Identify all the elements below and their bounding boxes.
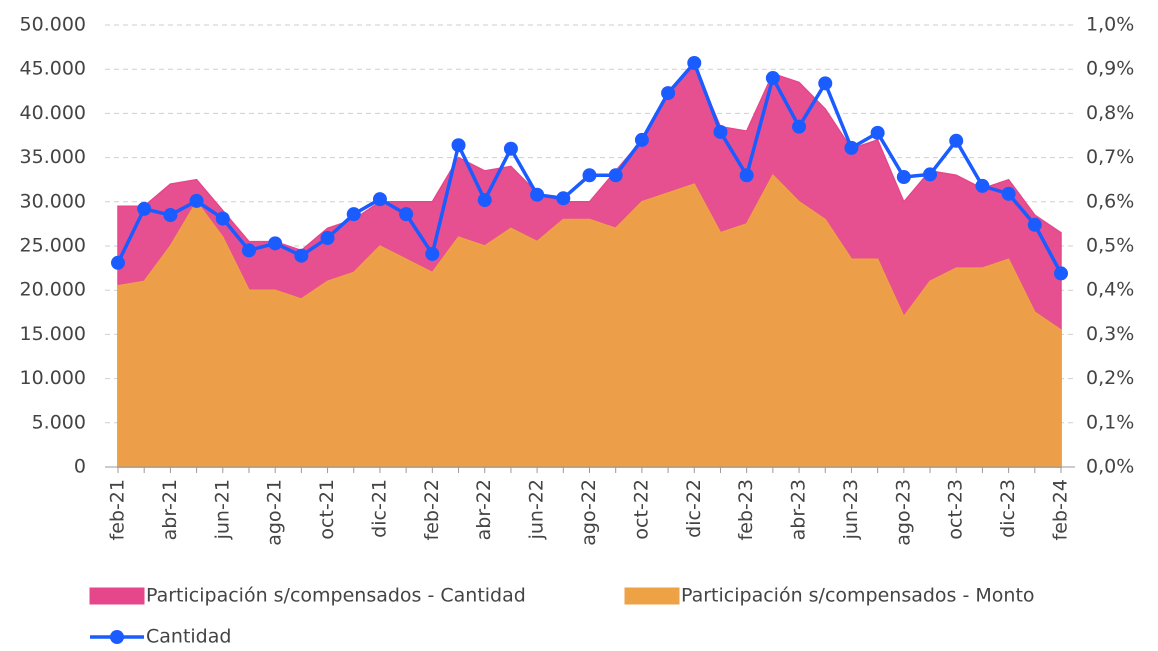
legend-swatch xyxy=(110,630,124,644)
x-tick-label: feb-23 xyxy=(735,479,757,540)
marker xyxy=(713,124,728,139)
marker xyxy=(477,193,492,208)
marker xyxy=(320,231,335,246)
x-tick-label: dic-21 xyxy=(368,479,390,538)
y-tick-label: 25.000 xyxy=(20,235,86,257)
marker xyxy=(1027,217,1042,232)
marker xyxy=(111,255,125,270)
x-tick-label: feb-24 xyxy=(1050,479,1072,540)
marker xyxy=(661,86,676,101)
x-tick-label: dic-23 xyxy=(997,479,1019,538)
marker xyxy=(582,168,597,183)
marker xyxy=(739,168,754,183)
marker xyxy=(870,125,885,140)
area xyxy=(117,174,1062,468)
marker xyxy=(896,170,911,185)
legend-swatch xyxy=(624,587,680,605)
marker xyxy=(765,71,780,86)
x-tick-label: ago-23 xyxy=(892,479,914,546)
y2-tick-label: 0,5% xyxy=(1086,235,1134,257)
y2-tick-label: 1,0% xyxy=(1086,14,1134,36)
marker xyxy=(372,192,387,207)
marker xyxy=(399,207,414,222)
y-tick-label: 35.000 xyxy=(20,146,86,168)
marker xyxy=(608,168,623,183)
y-tick-label: 10.000 xyxy=(20,367,86,389)
marker xyxy=(923,167,938,182)
x-tick-label: oct-23 xyxy=(945,479,967,540)
marker xyxy=(818,76,833,91)
x-tick-label: jun-22 xyxy=(526,479,548,540)
marker xyxy=(556,191,571,206)
x-tick-label: feb-21 xyxy=(107,479,129,540)
y-tick-label: 15.000 xyxy=(20,323,86,345)
x-tick-label: abr-23 xyxy=(788,479,810,540)
marker xyxy=(949,133,964,148)
x-tick-label: ago-21 xyxy=(264,479,286,546)
marker xyxy=(975,178,990,193)
legend-label: Participación s/compensados - Monto xyxy=(681,585,1035,607)
y2-tick-label: 0,7% xyxy=(1086,146,1134,168)
marker xyxy=(346,207,361,222)
marker xyxy=(1001,186,1016,201)
y2-tick-label: 0,1% xyxy=(1086,411,1134,433)
marker xyxy=(294,248,309,263)
marker xyxy=(503,141,518,156)
y2-tick-label: 0,6% xyxy=(1086,190,1134,212)
y2-tick-label: 0,2% xyxy=(1086,367,1134,389)
y-tick-label: 5.000 xyxy=(32,411,86,433)
marker xyxy=(687,56,702,71)
x-tick-label: ago-22 xyxy=(578,479,600,546)
marker xyxy=(451,138,466,153)
x-tick-label: jun-23 xyxy=(840,479,862,540)
y2-tick-label: 0,9% xyxy=(1086,58,1134,80)
y-tick-label: 20.000 xyxy=(20,279,86,301)
y-tick-label: 40.000 xyxy=(20,102,86,124)
marker xyxy=(1054,266,1068,281)
y-tick-label: 50.000 xyxy=(20,14,86,36)
y-tick-label: 45.000 xyxy=(20,58,86,80)
legend-swatch xyxy=(89,587,145,605)
y2-tick-label: 0,4% xyxy=(1086,279,1134,301)
y2-tick-label: 0,8% xyxy=(1086,102,1134,124)
marker xyxy=(189,193,204,208)
marker xyxy=(425,246,440,261)
marker xyxy=(634,132,649,147)
x-tick-label: oct-21 xyxy=(316,479,338,540)
legend-label: Participación s/compensados - Cantidad xyxy=(146,585,526,607)
marker xyxy=(137,201,152,216)
y2-tick-label: 0,0% xyxy=(1086,456,1134,478)
y2-tick-label: 0,3% xyxy=(1086,323,1134,345)
marker xyxy=(844,140,859,155)
x-tick-label: dic-22 xyxy=(683,479,705,538)
marker xyxy=(241,243,256,258)
marker xyxy=(268,236,283,251)
x-tick-label: feb-22 xyxy=(421,479,443,540)
y-tick-label: 30.000 xyxy=(20,190,86,212)
marker xyxy=(792,119,807,134)
legend-label: Cantidad xyxy=(146,626,231,648)
x-tick-label: abr-21 xyxy=(159,479,181,540)
x-tick-label: jun-21 xyxy=(211,479,233,540)
marker xyxy=(530,187,545,202)
x-tick-label: oct-22 xyxy=(630,479,652,540)
y-tick-label: 0 xyxy=(74,456,86,478)
marker xyxy=(163,208,178,223)
marker xyxy=(215,211,230,226)
x-tick-label: abr-22 xyxy=(473,479,495,540)
